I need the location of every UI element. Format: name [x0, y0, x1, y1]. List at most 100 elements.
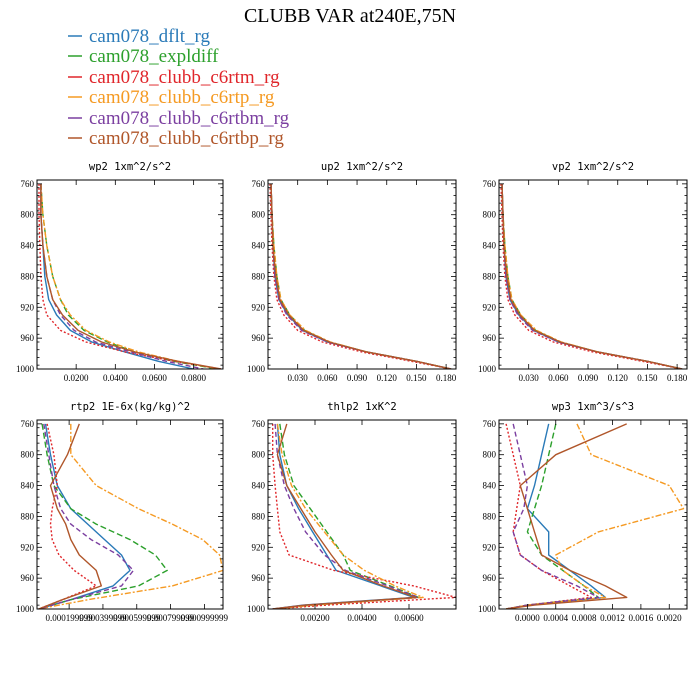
x-tick-label: 0.0400 [103, 373, 128, 383]
series-line [272, 423, 456, 609]
y-tick-label: 880 [21, 511, 35, 521]
y-tick-label: 840 [21, 241, 35, 251]
y-tick-label: 880 [252, 271, 266, 281]
y-tick-label: 880 [483, 511, 497, 521]
series-line [501, 183, 683, 369]
series-line [500, 183, 683, 369]
x-tick-label: 0.180 [667, 373, 688, 383]
y-tick-label: 1000 [247, 604, 266, 614]
panel: rtp2 1E-6x(kg/kg)^2 760 800 840 880 920 960 100… [16, 401, 229, 623]
x-tick-label: 0.090 [578, 373, 599, 383]
x-tick-label: 0.000199999 [46, 613, 94, 623]
series-line [272, 423, 417, 609]
series-line [501, 183, 683, 369]
y-tick-label: 840 [252, 481, 266, 491]
y-tick-label: 920 [483, 542, 497, 552]
series-line [40, 183, 204, 369]
panel-frame [267, 419, 457, 610]
figure-title: CLUBB VAR at240E,75N [244, 5, 456, 27]
panel-frame [498, 419, 688, 610]
series-line [270, 183, 452, 369]
series-line [501, 183, 683, 369]
series-line [270, 183, 452, 369]
y-tick-label: 1000 [247, 364, 266, 374]
y-tick-label: 840 [483, 241, 497, 251]
x-tick-label: 0.0020 [657, 613, 682, 623]
legend-entry: cam078_clubb_c6rtbm_rg [68, 108, 290, 129]
legend-entry: cam078_dflt_rg [68, 26, 211, 47]
y-tick-label: 960 [483, 573, 497, 583]
panel-frame [36, 419, 224, 610]
series-line [272, 423, 424, 609]
x-tick-label: 0.000399999 [79, 613, 127, 623]
x-tick-label: 0.0012 [600, 613, 625, 623]
x-tick-label: 0.0004 [543, 613, 568, 623]
x-tick-label: 0.0000 [515, 613, 540, 623]
panel-title: thlp2 1xK^2 [327, 401, 397, 413]
legend-label: cam078_dflt_rg [89, 26, 211, 47]
y-tick-label: 800 [483, 450, 497, 460]
y-tick-label: 760 [483, 179, 497, 189]
x-tick-label: 0.000799999 [147, 613, 195, 623]
legend-entry: cam078_clubb_c6rtp_rg [68, 87, 275, 108]
x-tick-label: 0.150 [406, 373, 427, 383]
series-line [270, 183, 452, 369]
panel: wp2 1xm^2/s^2 760 800 840 880 920 960 1000 0.020… [16, 161, 224, 383]
series-line [40, 183, 194, 369]
series-line [38, 423, 103, 609]
x-tick-label: 0.060 [317, 373, 338, 383]
x-tick-label: 0.00600 [394, 613, 424, 623]
y-tick-label: 920 [483, 302, 497, 312]
series-line [40, 183, 220, 369]
legend: cam078_dflt_rg cam078_expldiff cam078_cl… [68, 26, 290, 149]
y-tick-label: 760 [252, 179, 266, 189]
y-tick-label: 840 [252, 241, 266, 251]
legend-entry: cam078_clubb_c6rtm_rg [68, 67, 280, 88]
legend-label: cam078_clubb_c6rtbm_rg [89, 108, 290, 129]
panel-title: wp3 1xm^3/s^3 [552, 401, 634, 413]
y-tick-label: 760 [21, 419, 35, 429]
panel-frame [36, 179, 224, 370]
panel: vp2 1xm^2/s^2 760 800 840 880 920 960 1000 0.030… [478, 161, 688, 383]
series-line [270, 183, 452, 369]
y-tick-label: 880 [21, 271, 35, 281]
x-tick-label: 0.0600 [142, 373, 167, 383]
x-tick-label: 0.000599999 [113, 613, 161, 623]
x-tick-label: 0.120 [608, 373, 629, 383]
series-line [506, 423, 628, 609]
x-tick-label: 0.150 [637, 373, 658, 383]
y-tick-label: 1000 [16, 364, 35, 374]
y-tick-label: 960 [252, 573, 266, 583]
series-line [501, 183, 683, 369]
x-tick-label: 0.180 [436, 373, 457, 383]
panel-title: vp2 1xm^2/s^2 [552, 161, 634, 173]
legend-entry: cam078_clubb_c6rtbp_rg [68, 128, 284, 149]
y-tick-label: 880 [483, 271, 497, 281]
y-tick-label: 880 [252, 511, 266, 521]
y-tick-label: 960 [252, 333, 266, 343]
y-tick-label: 960 [21, 573, 35, 583]
y-tick-label: 800 [252, 210, 266, 220]
x-tick-label: 0.0008 [572, 613, 597, 623]
series-line [272, 423, 420, 609]
y-tick-label: 840 [483, 481, 497, 491]
panel: up2 1xm^2/s^2 760 800 840 880 920 960 1000 0.030… [247, 161, 457, 383]
y-tick-label: 920 [252, 302, 266, 312]
legend-label: cam078_clubb_c6rtbp_rg [89, 128, 284, 149]
series-line [501, 183, 683, 369]
y-tick-label: 920 [21, 302, 35, 312]
y-tick-label: 760 [483, 419, 497, 429]
x-tick-label: 0.120 [377, 373, 398, 383]
series-line [505, 423, 607, 609]
series-line [38, 423, 135, 609]
y-tick-label: 960 [21, 333, 35, 343]
panel-title: wp2 1xm^2/s^2 [89, 161, 171, 173]
y-tick-label: 800 [483, 210, 497, 220]
y-tick-label: 1000 [16, 604, 35, 614]
y-tick-label: 760 [252, 419, 266, 429]
legend-entry: cam078_expldiff [68, 46, 219, 67]
x-tick-label: 0.0016 [629, 613, 654, 623]
series-line [269, 183, 452, 369]
panel-title: up2 1xm^2/s^2 [321, 161, 403, 173]
